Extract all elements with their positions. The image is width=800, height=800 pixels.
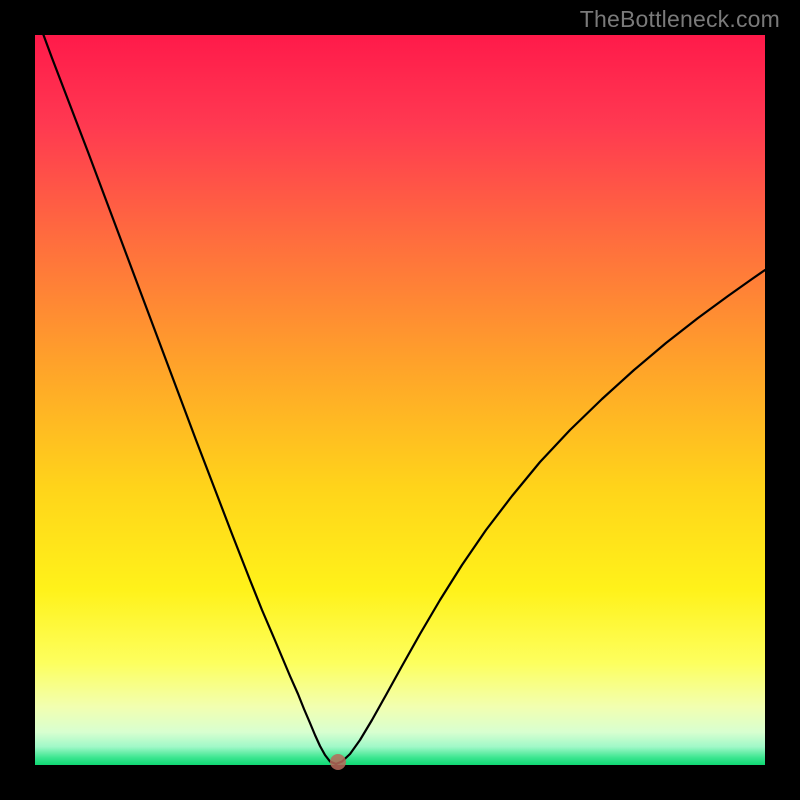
bottleneck-curve — [35, 35, 765, 764]
watermark-text: TheBottleneck.com — [580, 6, 780, 33]
plot-area — [35, 35, 765, 765]
chart-container: TheBottleneck.com — [0, 0, 800, 800]
curve-layer — [35, 35, 765, 765]
optimal-point-marker — [330, 754, 346, 770]
